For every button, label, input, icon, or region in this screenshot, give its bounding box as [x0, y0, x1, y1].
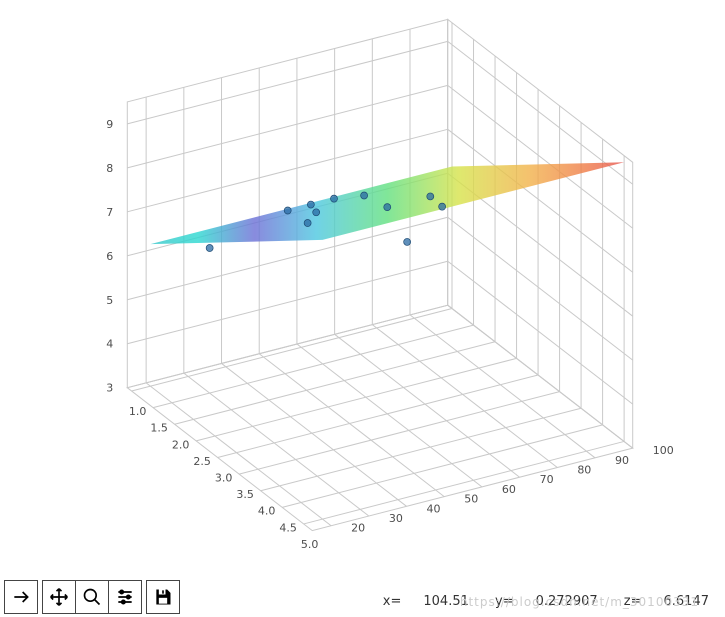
svg-text:20: 20: [351, 522, 365, 535]
svg-text:4: 4: [106, 338, 113, 351]
save-icon: [153, 587, 173, 607]
svg-text:2.0: 2.0: [172, 438, 190, 451]
svg-text:9: 9: [106, 118, 113, 131]
scatter-point: [331, 195, 338, 202]
svg-text:50: 50: [464, 493, 478, 506]
svg-text:60: 60: [502, 483, 516, 496]
svg-text:4.0: 4.0: [258, 505, 276, 518]
coord-readout: x=104.51 y=0.272907 z=6.6147: [383, 594, 709, 609]
pan-button[interactable]: [42, 580, 76, 614]
svg-text:3.0: 3.0: [215, 471, 233, 484]
svg-text:5.0: 5.0: [301, 538, 319, 551]
scatter-point: [313, 209, 320, 216]
scatter-point: [427, 193, 434, 200]
svg-text:7: 7: [106, 206, 113, 219]
readout-x: 104.51: [423, 594, 469, 609]
scatter-point: [284, 207, 291, 214]
svg-text:8: 8: [106, 162, 113, 175]
scatter-point: [404, 238, 411, 245]
readout-y: 0.272907: [536, 594, 598, 609]
svg-text:90: 90: [615, 454, 629, 467]
svg-text:100: 100: [653, 444, 674, 457]
svg-text:30: 30: [389, 512, 403, 525]
home-button[interactable]: [4, 580, 38, 614]
svg-text:3.5: 3.5: [236, 488, 254, 501]
svg-text:1.0: 1.0: [129, 405, 147, 418]
zoom-button[interactable]: [76, 580, 109, 614]
scatter-point: [206, 244, 213, 251]
svg-text:40: 40: [427, 502, 441, 515]
sliders-icon: [115, 587, 135, 607]
scatter-point: [307, 201, 314, 208]
svg-text:70: 70: [540, 473, 554, 486]
move-icon: [49, 587, 69, 607]
svg-text:6: 6: [106, 250, 113, 263]
scatter-point: [361, 192, 368, 199]
svg-text:80: 80: [577, 464, 591, 477]
svg-text:3: 3: [106, 382, 113, 395]
scatter-point: [304, 219, 311, 226]
axes-3d[interactable]: 1.01.5 2.02.5 3.03.5 4.04.5 5.0 20 30 40 50 60 70 8…: [0, 0, 725, 575]
save-button[interactable]: [146, 580, 180, 614]
svg-text:2.5: 2.5: [193, 455, 211, 468]
readout-z: 6.6147: [664, 594, 710, 609]
scatter-point: [439, 203, 446, 210]
svg-text:1.5: 1.5: [150, 422, 168, 435]
svg-text:5: 5: [106, 294, 113, 307]
scatter-point: [384, 204, 391, 211]
matplotlib-toolbar: x=104.51 y=0.272907 z=6.6147 https://blo…: [0, 577, 725, 617]
configure-button[interactable]: [109, 580, 142, 614]
zoom-icon: [82, 587, 102, 607]
svg-text:4.5: 4.5: [279, 521, 297, 534]
home-icon: [11, 587, 31, 607]
